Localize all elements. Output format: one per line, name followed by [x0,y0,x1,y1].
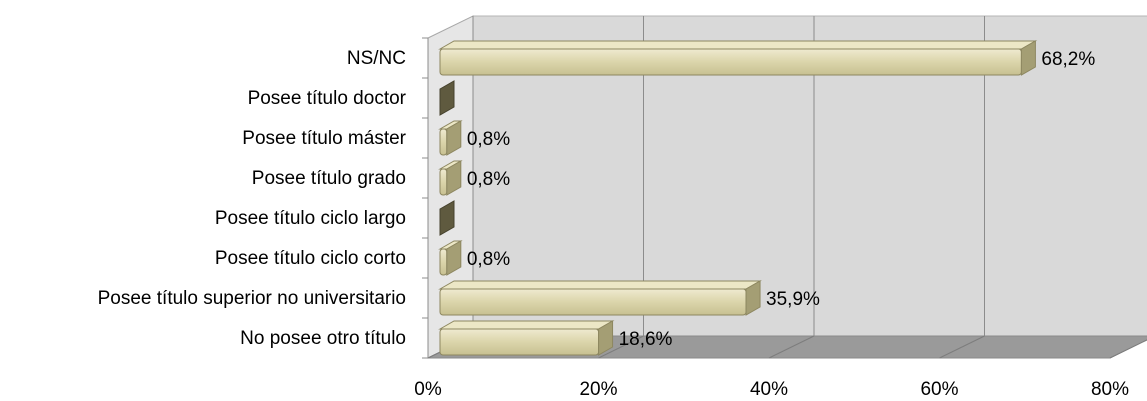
x-tick-label: 80% [1091,379,1129,400]
bar-top [438,320,615,330]
bar-front [439,288,747,316]
bar-side [598,320,614,356]
bar-zero-face [439,80,455,116]
bar-front [439,328,600,356]
bar-7 [438,280,762,316]
bar-top [438,40,1038,50]
floor-gridline-60 [939,335,985,359]
floor-gridline-40 [768,335,815,359]
x-tick-label: 0% [414,379,442,400]
bars [438,40,1038,356]
x-tick-label: 40% [750,379,788,400]
bar-2 [439,80,455,116]
bar-5 [439,200,455,236]
category-labels: NS/NC Posee título doctor Posee título más… [98,48,407,349]
data-labels: 68,2% 0,8% 0,8% 0,8% 35,9% 18,6% [467,49,1096,350]
category-label: Posee título superior no universitario [98,288,406,309]
data-label: 0,8% [467,169,510,190]
axes [422,37,429,359]
floor-gridline-80 [1109,339,1147,359]
x-tick-label: 20% [579,379,617,400]
bar-front [439,48,1022,76]
bar-zero-face [439,200,455,236]
x-tick-label: 60% [920,379,958,400]
x-tick-labels: 0% 20% 40% 60% 80% [414,379,1129,400]
bar-side [446,240,462,276]
bar-1 [438,40,1038,76]
floor-gridline-20 [598,335,644,359]
bar-side [745,280,761,316]
data-label: 0,8% [467,249,510,270]
data-label: 35,9% [766,289,820,310]
category-label: Posee título ciclo corto [215,248,406,269]
bar-4 [438,160,463,196]
category-label: No posee otro título [240,328,406,349]
data-label: 0,8% [467,129,510,150]
bar-side [1020,40,1036,76]
category-label: Posee título ciclo largo [215,208,406,229]
category-label: Posee título máster [242,128,406,149]
bar-side [446,160,462,196]
bar-6 [438,240,463,276]
bar-front [439,128,448,156]
data-label: 18,6% [619,329,673,350]
category-label: NS/NC [347,48,406,69]
bar-side [446,120,462,156]
data-label: 68,2% [1041,49,1095,70]
bar-top [438,280,762,290]
bar-3 [438,120,463,156]
bar-8 [438,320,615,356]
bar-front [439,248,448,276]
category-label: Posee título doctor [248,88,407,109]
category-label: Posee título grado [252,168,406,189]
bar-front [439,168,448,196]
